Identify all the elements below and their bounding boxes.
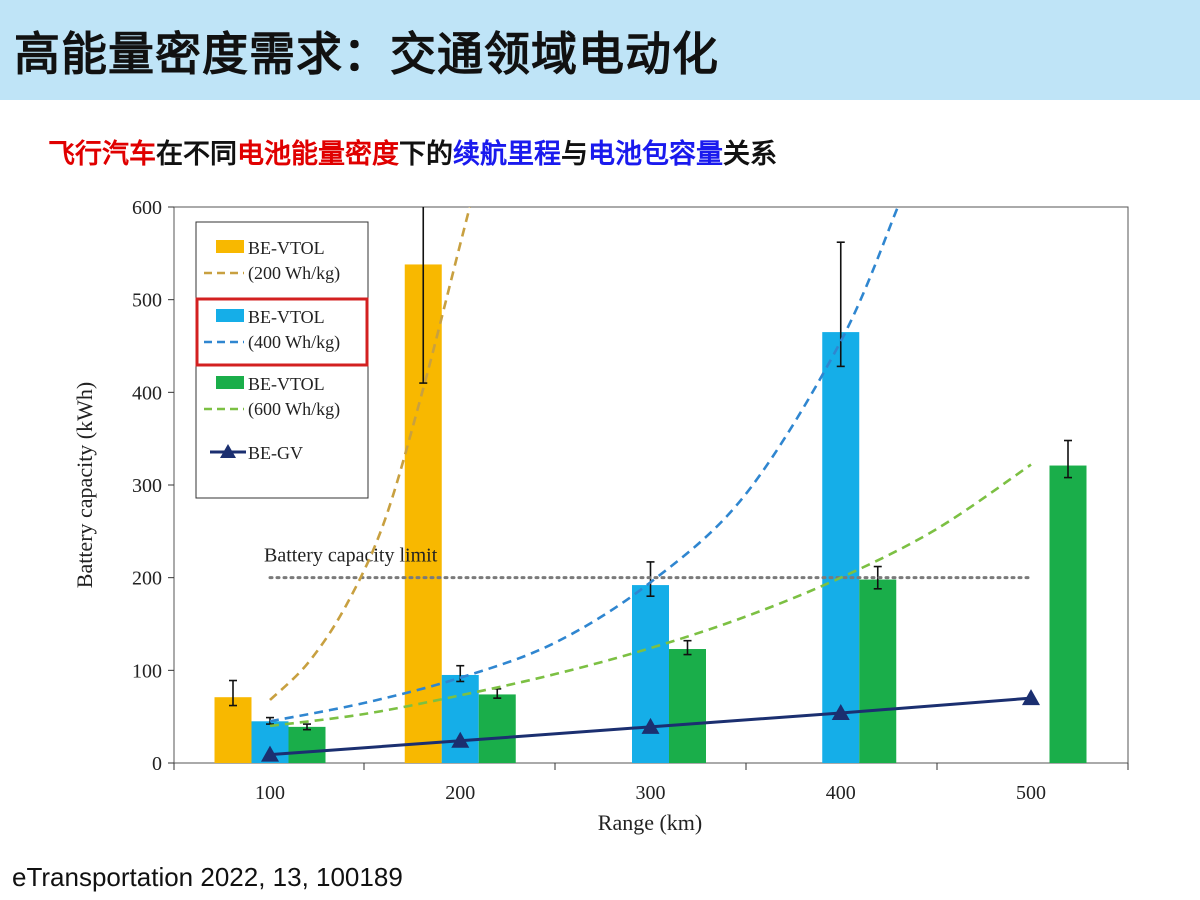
y-tick-label: 200 [132,568,162,590]
legend-label: BE-VTOL [248,238,325,258]
legend-label: (200 Wh/kg) [248,263,340,284]
chart-subtitle: 飞行汽车在不同电池能量密度下的续航里程与电池包容量关系 [48,132,777,171]
x-tick-label: 200 [445,782,475,804]
x-tick-label: 400 [826,782,856,804]
y-axis-title: Battery capacity (kWh) [72,382,97,588]
legend-swatch [216,240,244,253]
curve-vtol400 [269,207,900,723]
bar-vtol400 [441,674,479,763]
subtitle-part: 电池包容量 [588,139,723,170]
subtitle-part: 飞行汽车 [48,139,156,170]
bar-vtol600 [478,694,516,763]
citation: eTransportation 2022, 13, 100189 [12,862,403,892]
legend-marker [220,444,236,458]
bar-vtol400 [632,585,669,763]
subtitle-part: 续航里程 [453,139,561,170]
legend-label: (400 Wh/kg) [248,332,340,353]
bar-vtol600 [859,579,897,763]
marker-begv [831,703,850,720]
x-tick-label: 100 [255,782,285,804]
legend-highlight [195,297,369,367]
y-tick-label: 0 [152,753,162,775]
legend-label: BE-VTOL [248,307,325,327]
header-band [0,0,1200,100]
subtitle-part: 下的 [399,139,453,170]
bar-vtol200 [214,697,252,763]
subtitle-part: 在不同 [156,139,237,170]
y-tick-label: 100 [132,660,162,682]
capacity-limit-label: Battery capacity limit [264,545,438,567]
y-tick-label: 600 [132,197,162,219]
x-axis-title: Range (km) [598,810,702,835]
marker-begv [641,717,660,734]
bar-vtol600 [1049,465,1087,763]
x-tick-label: 500 [1016,782,1046,804]
marker-begv [451,731,470,748]
marker-begv [261,745,279,762]
y-tick-label: 400 [132,382,162,404]
bar-vtol400 [822,332,860,763]
bar-vtol600 [669,649,706,763]
legend-label: (600 Wh/kg) [248,399,340,420]
legend-label: BE-VTOL [248,374,325,394]
legend-label: BE-GV [248,443,303,463]
slide-title: 高能量密度需求：交通领域电动化 [14,27,719,81]
y-tick-label: 500 [132,290,162,312]
legend-swatch [216,376,244,389]
subtitle-part: 关系 [723,139,777,170]
x-tick-label: 300 [636,782,666,804]
legend-swatch [216,309,244,322]
marker-begv [1022,689,1040,706]
subtitle-part: 与 [561,139,588,170]
bar-vtol600 [288,726,326,763]
curve-vtol600 [269,463,1032,728]
subtitle-part: 电池能量密度 [237,139,399,170]
y-tick-label: 300 [132,475,162,497]
curve-vtol200 [269,207,472,701]
